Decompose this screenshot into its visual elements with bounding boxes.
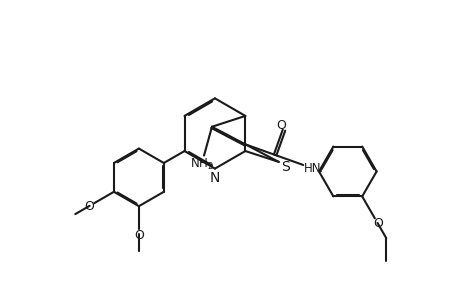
Text: O: O [276,119,286,132]
Text: O: O [84,200,93,213]
Text: NH$_2$: NH$_2$ [190,157,213,172]
Text: O: O [134,229,144,242]
Text: S: S [281,160,290,174]
Text: HN: HN [304,162,321,175]
Text: O: O [373,217,383,230]
Text: N: N [210,171,220,185]
